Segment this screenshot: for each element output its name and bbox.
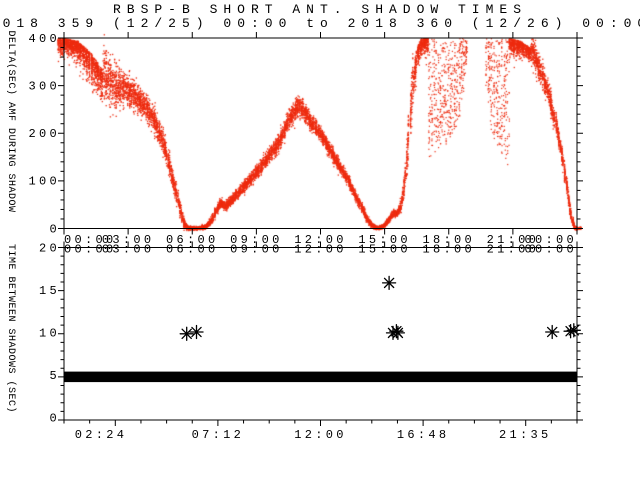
svg-text:12:00: 12:00 (294, 428, 347, 442)
svg-text:RBSP-B SHORT ANT. SHADOW TIMES: RBSP-B SHORT ANT. SHADOW TIMES (113, 2, 527, 17)
svg-text:00:00: 00:00 (524, 243, 577, 257)
svg-text:20: 20 (39, 242, 60, 256)
svg-text:15: 15 (39, 284, 60, 298)
svg-text:100: 100 (28, 175, 60, 189)
svg-text:2018 359 (12/25) 00:00 to 2018: 2018 359 (12/25) 00:00 to 2018 360 (12/2… (0, 16, 640, 31)
svg-text:10: 10 (39, 327, 60, 341)
svg-text:300: 300 (28, 80, 60, 94)
svg-text:5: 5 (49, 369, 60, 383)
svg-text:16:48: 16:48 (397, 428, 450, 442)
svg-text:07:12: 07:12 (192, 428, 245, 442)
svg-text:400: 400 (28, 32, 60, 46)
svg-text:TIME BETWEEN SHADOWS (SEC): TIME BETWEEN SHADOWS (SEC) (5, 244, 17, 413)
svg-text:200: 200 (28, 127, 60, 141)
svg-text:DELTA(SEC) AMF DURING SHADOW: DELTA(SEC) AMF DURING SHADOW (5, 30, 17, 212)
svg-text:02:24: 02:24 (75, 428, 128, 442)
svg-text:0: 0 (49, 222, 60, 236)
svg-text:0: 0 (49, 412, 60, 426)
svg-text:21:35: 21:35 (499, 428, 552, 442)
